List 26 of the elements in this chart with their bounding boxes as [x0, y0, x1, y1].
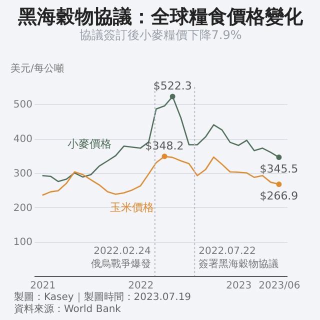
ref-line-label: 2022.02.24 俄烏戰爭爆發 [90, 246, 151, 270]
y-tick-label: 300 [13, 168, 32, 180]
x-tick-label: 2021 [30, 280, 56, 292]
source-note: 資料來源：World Bank [14, 304, 122, 316]
point [170, 94, 176, 100]
point [276, 154, 282, 160]
y-tick-label: 500 [13, 100, 32, 111]
data-label: $348.2 [145, 139, 184, 152]
x-tick-label: 2022 [128, 280, 154, 292]
x-tick-label: 2023/06 [258, 280, 300, 292]
point [162, 154, 168, 160]
text: 製圖：Kasey｜製圖時間：2023.07.19 [14, 292, 192, 304]
chart-subtitle: 協議簽訂後小麥糧價下降7.9% [79, 28, 242, 42]
ref-line-label: 2022.07.22 簽署黑海穀物協議 [198, 246, 279, 270]
point [276, 182, 282, 188]
series-label: 玉米價格 [110, 201, 154, 214]
y-tick-label: 400 [13, 134, 32, 146]
chart-title: 黑海穀物協議：全球糧食價格變化 [17, 6, 304, 28]
data-label: $345.5 [260, 162, 298, 176]
data-label: $522.3 [153, 80, 192, 93]
y-tick-label: 100 [13, 237, 32, 248]
y-tick-label: 200 [13, 202, 32, 214]
series-label: 小麥價格 [68, 138, 112, 151]
data-label: $266.9 [260, 189, 298, 202]
x-tick-label: 2023 [226, 280, 252, 292]
y-axis-title: 美元/每公噸 [10, 62, 64, 74]
